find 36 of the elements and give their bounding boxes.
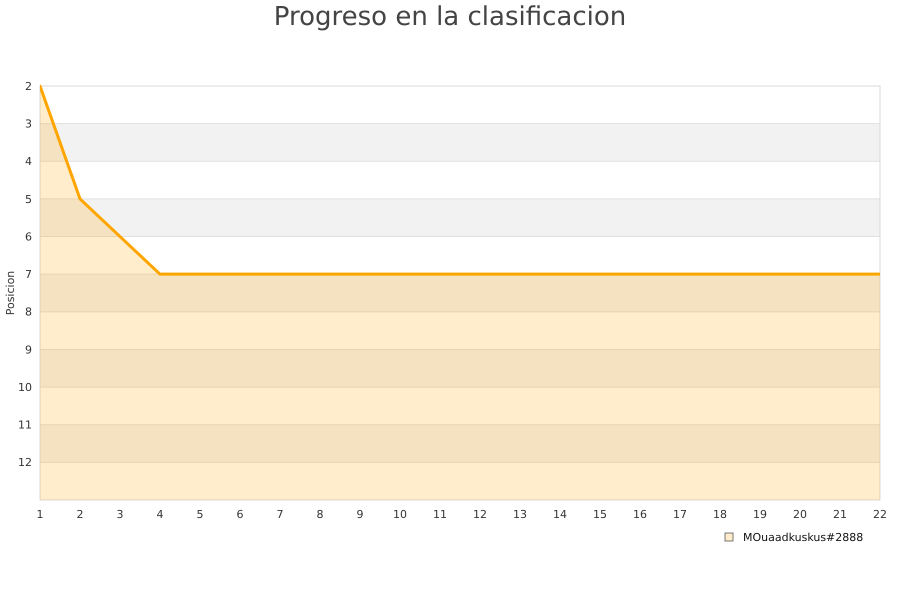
x-tick-label: 9	[356, 508, 364, 521]
x-tick-label: 1	[36, 508, 44, 521]
x-tick-label: 8	[316, 508, 324, 521]
x-tick-label: 13	[513, 508, 527, 521]
y-tick-label: 11	[18, 418, 32, 432]
y-tick-label: 6	[25, 230, 32, 244]
x-tick-label: 7	[276, 508, 284, 521]
x-tick-label: 15	[593, 508, 607, 521]
x-tick-label: 19	[753, 508, 767, 521]
y-tick-label: 5	[25, 192, 32, 206]
y-tick-label: 7	[25, 268, 32, 282]
x-tick-label: 14	[553, 508, 567, 521]
x-tick-label: 16	[633, 508, 647, 521]
y-tick-label: 3	[25, 117, 32, 130]
x-tick-label: 21	[833, 508, 847, 521]
x-tick-label: 11	[433, 508, 447, 521]
x-tick-label: 6	[236, 508, 244, 521]
x-tick-label: 17	[673, 508, 687, 521]
x-tick-label: 22	[873, 508, 887, 521]
y-tick-label: 12	[18, 456, 32, 470]
legend-label: MOuaadkuskus#2888	[743, 530, 864, 544]
y-tick-label: 2	[25, 80, 32, 93]
x-tick-label: 3	[116, 508, 124, 521]
x-tick-label: 2	[76, 508, 84, 521]
y-tick-label: 10	[18, 380, 32, 394]
chart-title: Progreso en la clasificacion	[274, 2, 626, 32]
x-tick-label: 20	[793, 508, 807, 521]
x-tick-label: 5	[196, 508, 204, 521]
y-tick-label: 4	[25, 155, 32, 168]
x-tick-label: 10	[393, 508, 407, 521]
y-tick-label: 9	[25, 343, 32, 356]
x-tick-label: 12	[473, 508, 487, 521]
y-tick-label: 8	[25, 306, 32, 319]
x-tick-label: 4	[156, 508, 164, 521]
y-axis-title: Posicion	[4, 270, 17, 316]
x-tick-label: 18	[713, 508, 727, 521]
